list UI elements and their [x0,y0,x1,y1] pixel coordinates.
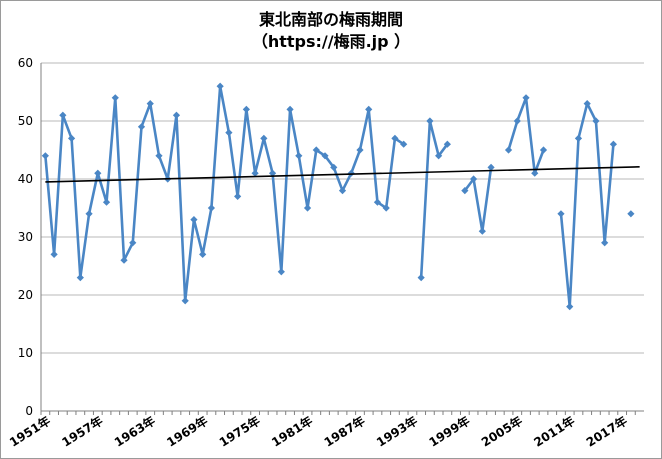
data-point [129,239,137,247]
data-point [461,187,469,195]
data-point [94,169,102,177]
data-point [583,100,591,108]
data-point [303,204,312,212]
data-point [234,192,242,200]
data-point [155,152,163,160]
y-tick-label: 0 [25,404,33,418]
x-tick-label: 1981年 [269,413,315,450]
series-line-segment [463,167,493,233]
y-tick-label: 30 [18,230,33,244]
data-point [251,169,259,177]
data-point [487,163,495,171]
series-line-segment [559,102,615,308]
data-point [365,105,373,113]
x-tick-label: 1999年 [426,413,472,450]
x-tick-label: 1987年 [321,413,367,450]
data-point [268,169,277,177]
data-point [76,274,84,282]
data-point [443,140,451,148]
data-point [356,146,364,154]
y-tick-label: 40 [18,172,33,186]
x-tick-label: 1957年 [59,413,105,450]
data-point [478,227,486,235]
data-point [531,169,539,177]
data-point [566,303,574,311]
data-point [295,152,303,160]
data-point [426,117,434,125]
data-point [59,111,67,119]
x-tick-label: 1951年 [7,413,53,450]
data-point [601,239,609,247]
x-tick-label: 1963年 [111,413,157,450]
trendline [45,166,640,183]
x-tick-label: 2017年 [583,413,629,450]
data-point [260,134,268,142]
data-point [216,82,224,90]
series-line-segment [44,84,405,303]
data-point [338,187,347,195]
x-tick-label: 2011年 [531,413,577,450]
data-point [146,100,154,108]
data-point [67,134,76,142]
y-tick-label: 50 [18,114,33,128]
series-line-segment [419,119,449,278]
data-point [137,123,146,131]
data-point [120,256,128,264]
x-tick-label: 1975年 [216,413,262,450]
y-tick-label: 10 [18,346,33,360]
data-point [557,210,565,218]
data-point [312,146,320,154]
data-point [435,152,443,160]
data-point [513,117,521,125]
data-point [225,129,233,137]
data-point [417,274,425,282]
data-point [539,146,548,154]
data-point [391,134,399,142]
data-point [504,146,513,154]
data-point [522,94,530,102]
chart-title: 東北南部の梅雨期間 [258,10,403,29]
data-point [172,111,181,119]
data-point [102,198,111,206]
data-point [277,268,285,276]
data-point [286,105,294,113]
x-tick-label: 2005年 [478,413,524,450]
data-point [199,250,207,258]
data-point [111,94,119,102]
data-point [321,152,329,160]
data-point [400,140,408,148]
y-tick-label: 20 [18,288,33,302]
data-point [609,140,618,148]
data-point [469,175,478,183]
data-point [627,210,635,218]
data-point [574,134,583,142]
data-point [50,250,58,258]
data-point [190,216,198,224]
data-point [207,204,216,212]
chart-subtitle: （https://梅雨.jp ） [251,32,411,51]
data-point [181,297,189,305]
y-tick-label: 60 [18,56,33,70]
series-line-segment [507,96,545,175]
data-point [347,169,355,177]
data-point [373,198,382,206]
data-point [330,163,338,171]
data-point [592,117,600,125]
x-tick-label: 1969年 [164,413,210,450]
x-tick-label: 1993年 [374,413,420,450]
data-point [242,105,250,113]
data-point [382,204,390,212]
data-point [85,210,93,218]
data-point [41,152,49,160]
